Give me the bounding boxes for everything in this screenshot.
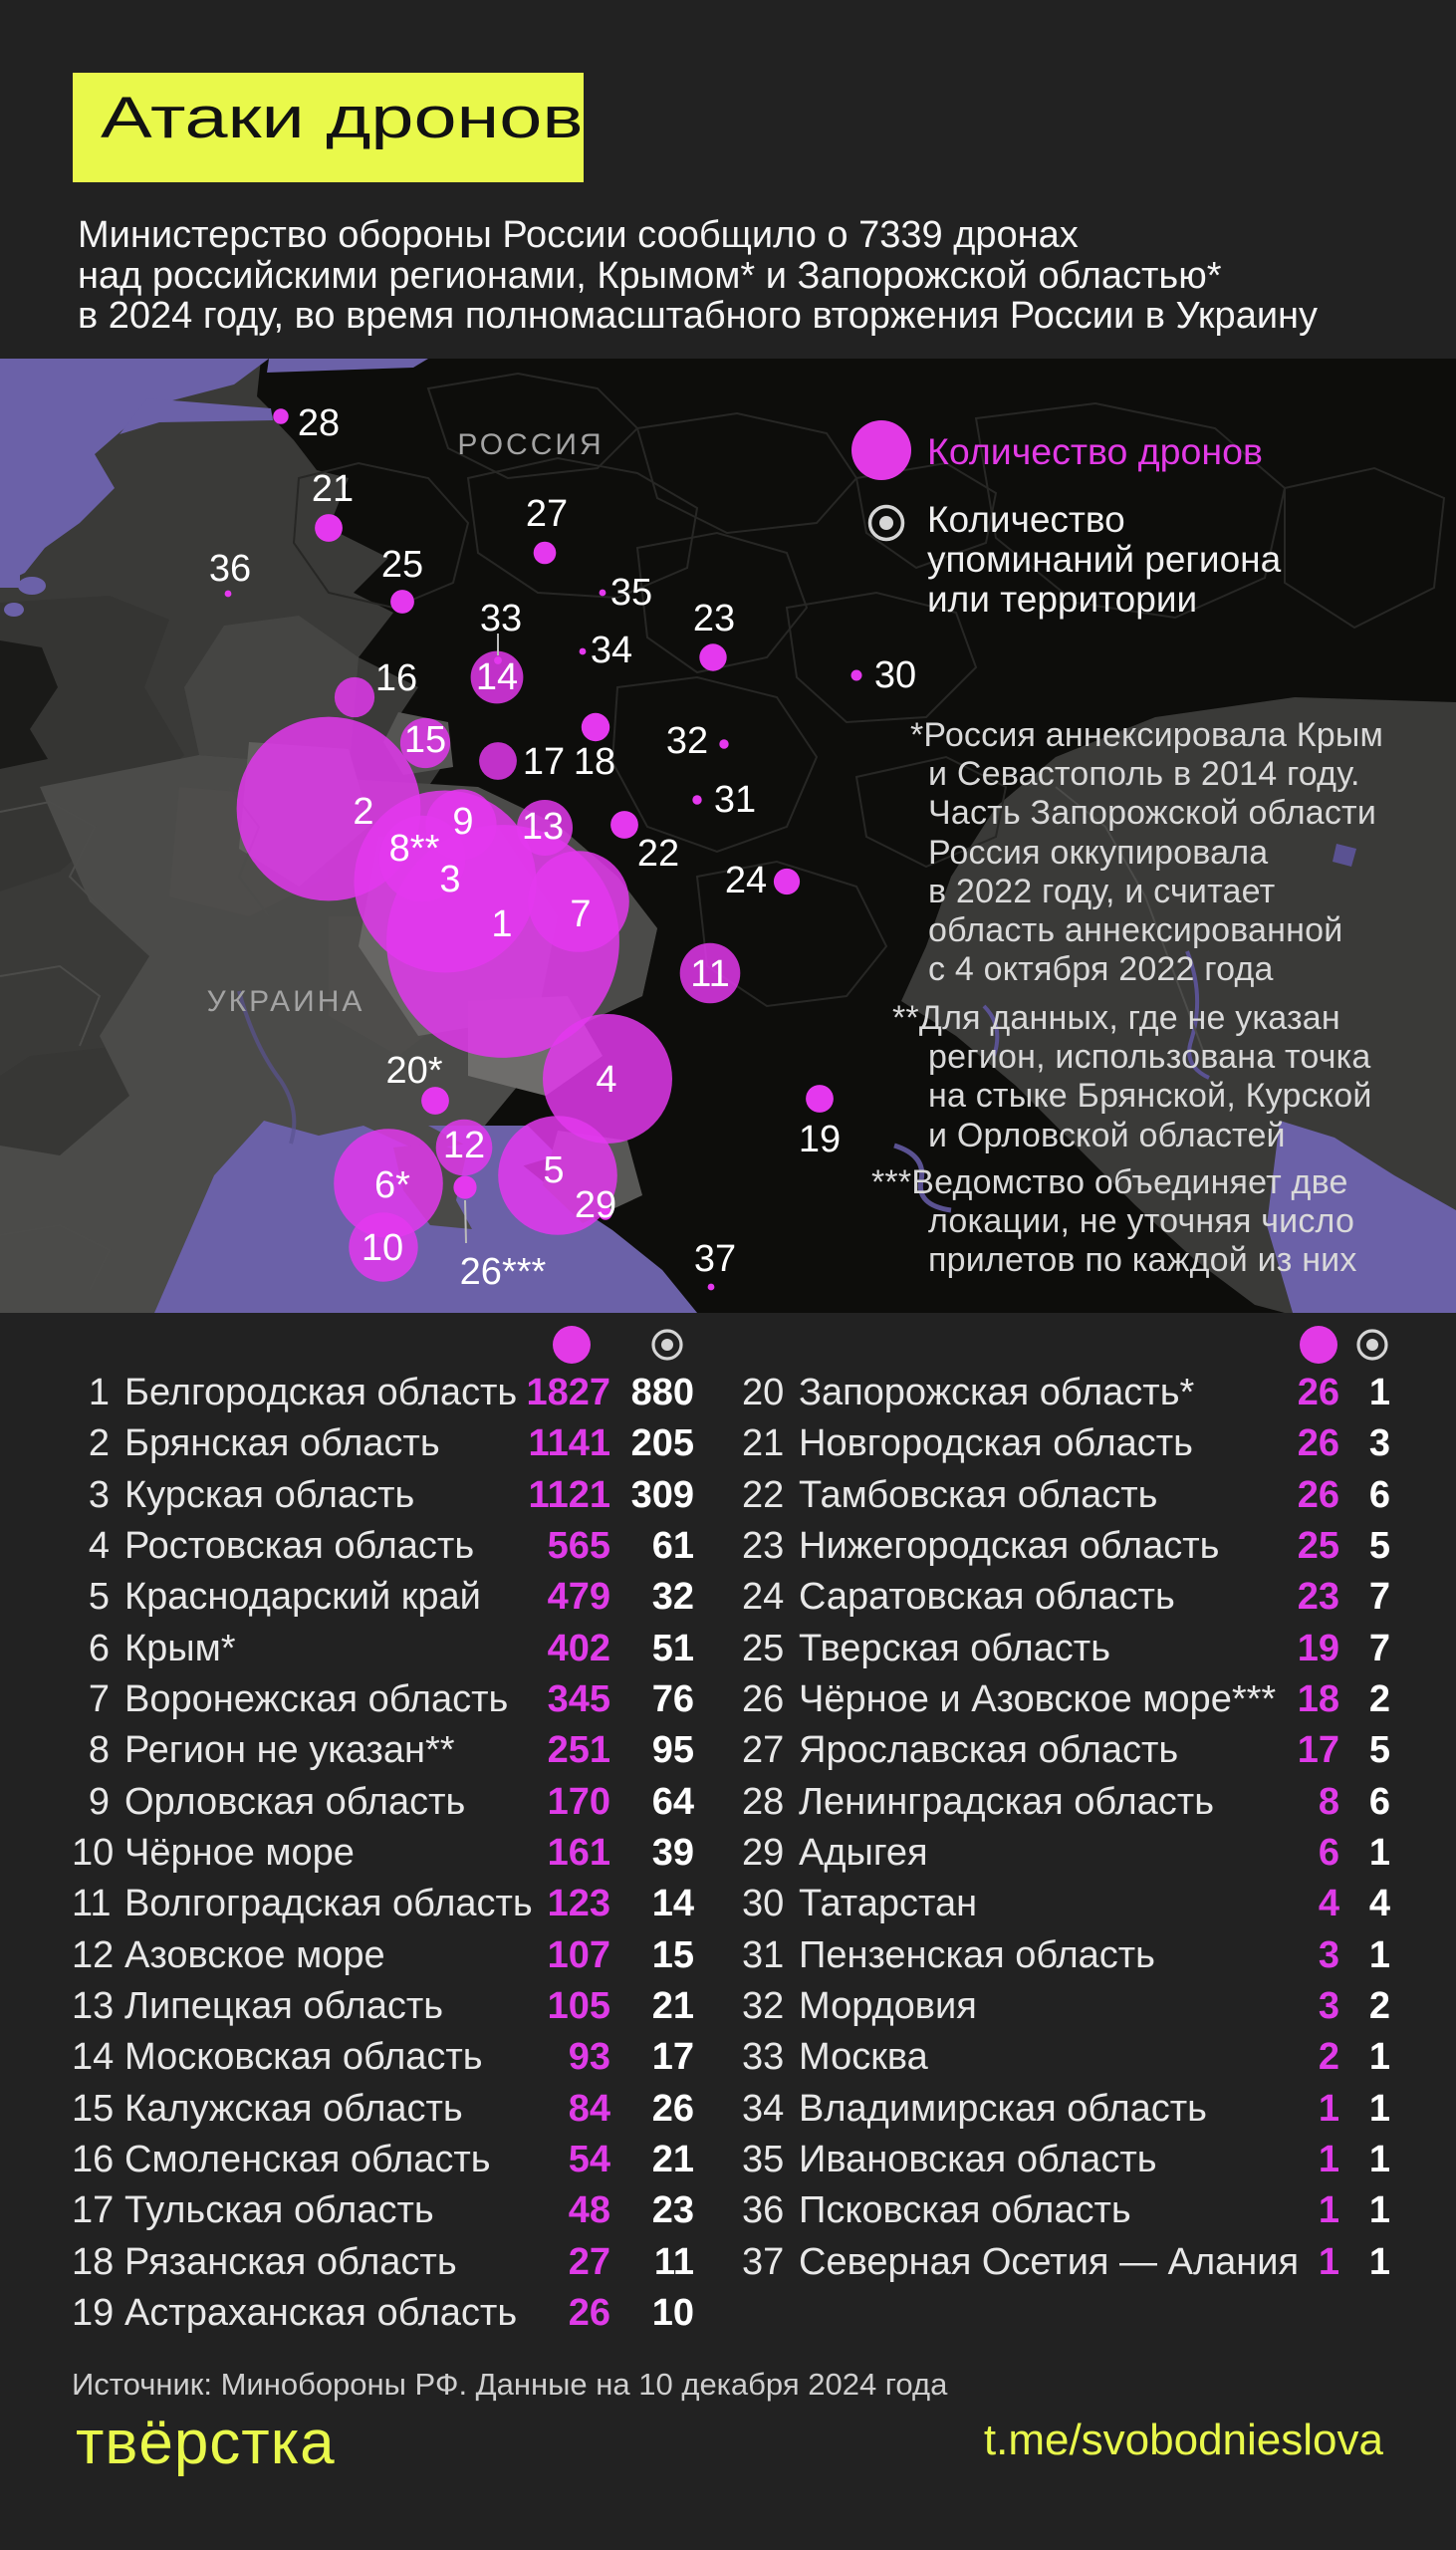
svg-text:35: 35	[610, 572, 652, 614]
svg-text:13: 13	[522, 806, 564, 848]
svg-text:36: 36	[209, 548, 251, 590]
svg-text:27: 27	[526, 493, 568, 535]
svg-text:19: 19	[799, 1119, 841, 1160]
svg-text:23: 23	[693, 598, 735, 639]
svg-text:14: 14	[476, 656, 518, 698]
svg-text:16: 16	[375, 657, 417, 699]
svg-text:11: 11	[690, 953, 729, 995]
svg-text:31: 31	[714, 779, 756, 821]
svg-text:17: 17	[523, 741, 565, 783]
svg-text:28: 28	[298, 402, 340, 444]
svg-text:25: 25	[381, 544, 423, 586]
svg-text:32: 32	[666, 720, 708, 762]
svg-text:РОССИЯ: РОССИЯ	[457, 428, 604, 461]
svg-text:29: 29	[575, 1184, 616, 1226]
svg-text:24: 24	[725, 860, 767, 901]
svg-text:2: 2	[353, 791, 373, 833]
svg-text:15: 15	[404, 719, 446, 761]
svg-text:30: 30	[874, 654, 916, 696]
svg-text:26***: 26***	[460, 1251, 547, 1293]
svg-text:7: 7	[570, 893, 591, 935]
svg-text:4: 4	[596, 1059, 616, 1101]
svg-text:6*: 6*	[374, 1164, 410, 1206]
svg-text:3: 3	[439, 859, 460, 900]
svg-text:22: 22	[637, 833, 679, 875]
svg-text:12: 12	[443, 1125, 485, 1166]
svg-text:10: 10	[362, 1227, 403, 1269]
svg-text:37: 37	[694, 1238, 736, 1280]
svg-text:1: 1	[491, 903, 512, 945]
svg-text:8**: 8**	[389, 828, 440, 870]
svg-text:33: 33	[480, 598, 522, 639]
svg-text:УКРАИНА: УКРАИНА	[207, 985, 365, 1018]
svg-text:20*: 20*	[385, 1050, 442, 1092]
svg-text:9: 9	[452, 801, 473, 843]
svg-text:21: 21	[312, 468, 354, 510]
svg-text:34: 34	[591, 630, 632, 671]
svg-text:5: 5	[543, 1149, 564, 1191]
svg-text:18: 18	[574, 741, 615, 783]
